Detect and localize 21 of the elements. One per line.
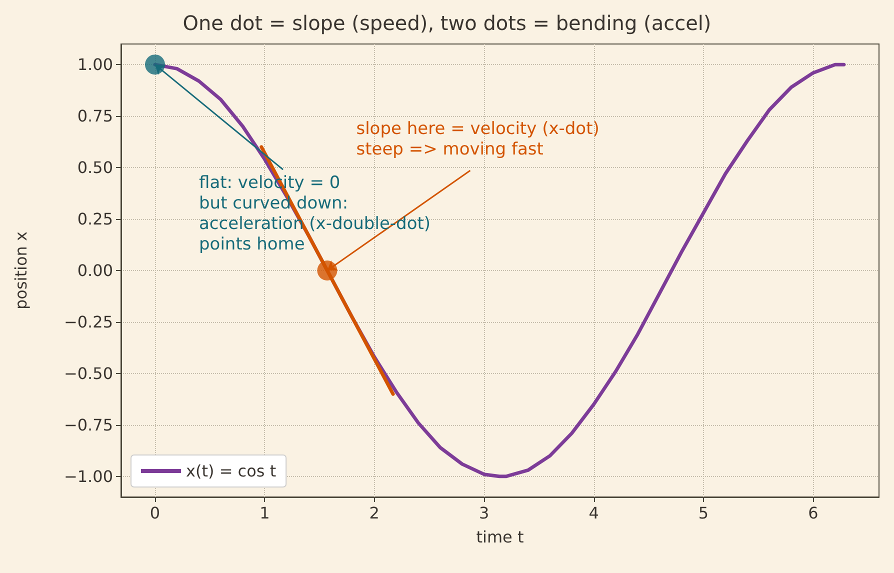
y-tick-label: −0.75 <box>64 415 113 434</box>
y-tick-label: −0.25 <box>64 312 113 332</box>
y-tick-label: 1.00 <box>77 55 113 74</box>
chart-title: One dot = slope (speed), two dots = bending (accel) <box>182 11 712 35</box>
y-tick-label: −0.50 <box>64 364 113 383</box>
x-tick-label: 2 <box>369 504 380 522</box>
y-tick-label: 0.75 <box>77 106 113 126</box>
annotation: slope here = velocity (x-dot) steep => moving fast <box>356 118 600 160</box>
y-tick-label: 0.50 <box>77 158 113 178</box>
x-tick-label: 6 <box>808 504 818 522</box>
y-tick-label: 0.25 <box>77 210 113 229</box>
x-tick-label: 1 <box>260 504 270 522</box>
y-axis-title: position x <box>12 232 30 310</box>
x-tick-label: 0 <box>150 504 160 522</box>
y-tick-label: 0.00 <box>77 261 113 280</box>
legend-label: x(t) = cos t <box>186 462 276 480</box>
x-tick-label: 4 <box>588 504 599 522</box>
x-tick-label: 3 <box>479 504 490 522</box>
x-axis-title: time t <box>476 528 524 546</box>
y-tick-label: −1.00 <box>64 466 113 486</box>
x-tick-label: 5 <box>698 504 709 522</box>
